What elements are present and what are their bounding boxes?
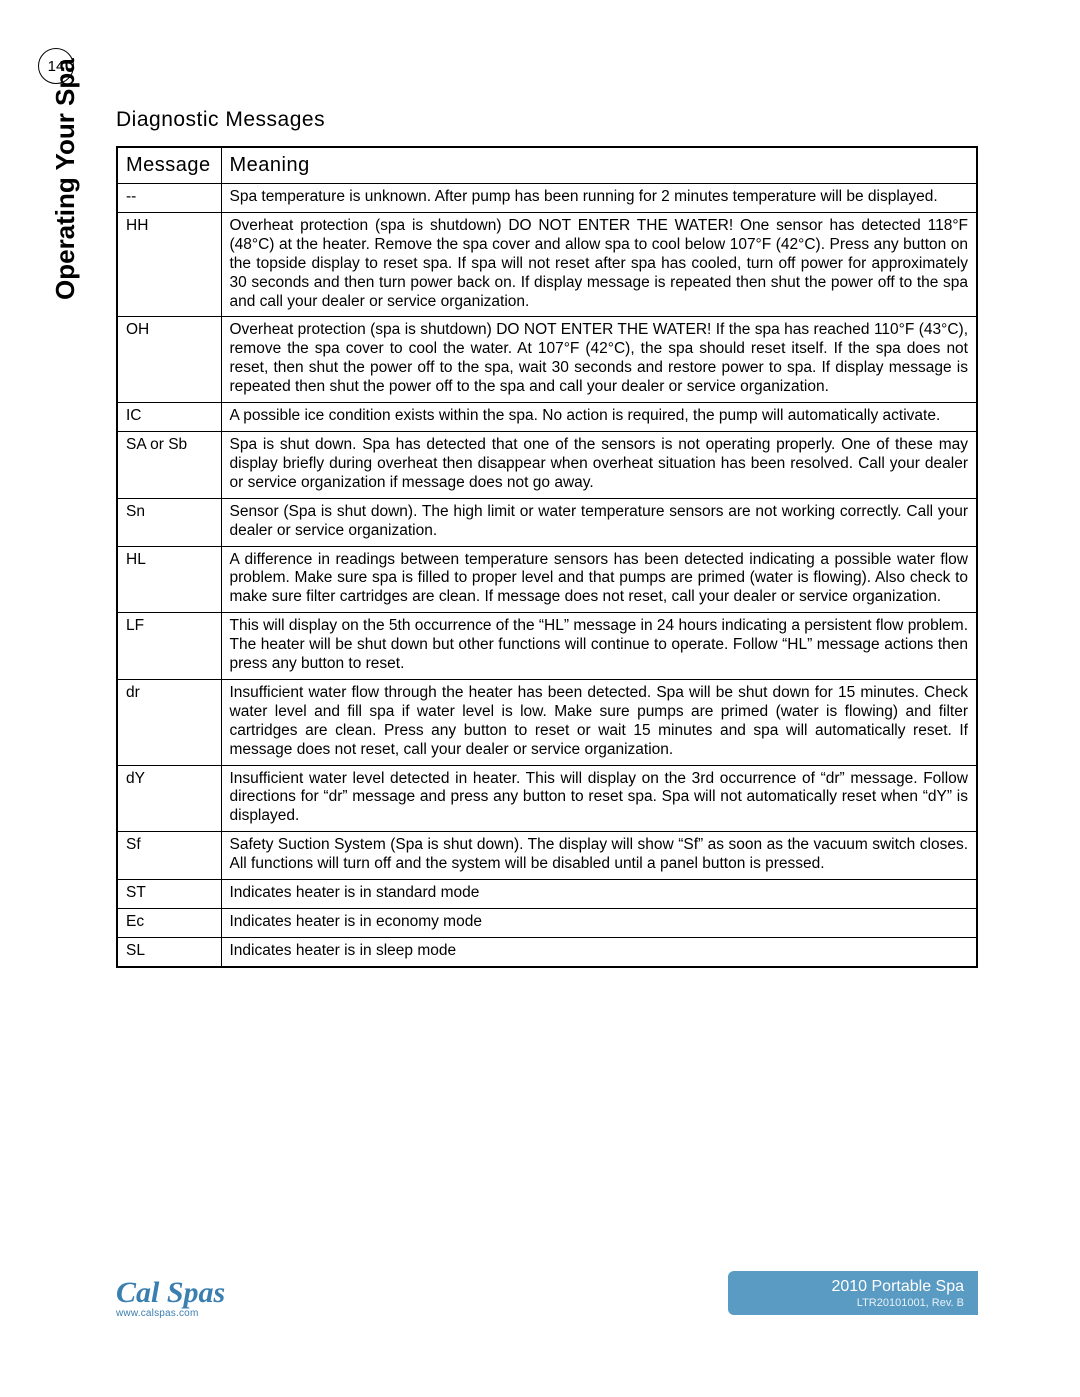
cell-message: dr [117, 679, 221, 765]
col-header-meaning: Meaning [221, 147, 977, 184]
table-row: SnSensor (Spa is shut down). The high li… [117, 498, 977, 546]
cell-meaning: This will display on the 5th occurrence … [221, 613, 977, 680]
cell-message: Ec [117, 909, 221, 938]
footer-revision: LTR20101001, Rev. B [857, 1297, 964, 1309]
table-row: STIndicates heater is in standard mode [117, 880, 977, 909]
cell-message: SA or Sb [117, 431, 221, 498]
table-row: SfSafety Suction System (Spa is shut dow… [117, 832, 977, 880]
cell-message: dY [117, 765, 221, 832]
cell-meaning: Spa temperature is unknown. After pump h… [221, 184, 977, 213]
page-footer: Cal Spas www.calspas.com 2010 Portable S… [0, 1257, 1080, 1325]
table-row: OHOverheat protection (spa is shutdown) … [117, 317, 977, 403]
footer-title: 2010 Portable Spa [831, 1278, 964, 1296]
side-section-label: Operating Your Spa [50, 58, 81, 300]
cell-message: HL [117, 546, 221, 613]
table-row: ICA possible ice condition exists within… [117, 403, 977, 432]
table-row: --Spa temperature is unknown. After pump… [117, 184, 977, 213]
main-content: Diagnostic Messages Message Meaning --Sp… [116, 108, 978, 968]
brand-url: www.calspas.com [116, 1308, 198, 1319]
cell-message: IC [117, 403, 221, 432]
cell-meaning: A difference in readings between tempera… [221, 546, 977, 613]
cell-meaning: Overheat protection (spa is shutdown) DO… [221, 212, 977, 317]
cell-meaning: Spa is shut down. Spa has detected that … [221, 431, 977, 498]
cell-message: -- [117, 184, 221, 213]
cell-meaning: Insufficient water level detected in hea… [221, 765, 977, 832]
cell-meaning: Overheat protection (spa is shutdown) DO… [221, 317, 977, 403]
table-row: dYInsufficient water level detected in h… [117, 765, 977, 832]
table-row: HLA difference in readings between tempe… [117, 546, 977, 613]
table-row: drInsufficient water flow through the he… [117, 679, 977, 765]
cell-meaning: A possible ice condition exists within t… [221, 403, 977, 432]
cell-meaning: Safety Suction System (Spa is shut down)… [221, 832, 977, 880]
cell-message: Sf [117, 832, 221, 880]
brand-logo-block: Cal Spas www.calspas.com [116, 1279, 225, 1319]
cell-message: ST [117, 880, 221, 909]
cell-meaning: Indicates heater is in sleep mode [221, 937, 977, 966]
cell-message: HH [117, 212, 221, 317]
diagnostic-table: Message Meaning --Spa temperature is unk… [116, 146, 978, 968]
cell-meaning: Sensor (Spa is shut down). The high limi… [221, 498, 977, 546]
table-row: LFThis will display on the 5th occurrenc… [117, 613, 977, 680]
footer-info-bar: 2010 Portable Spa LTR20101001, Rev. B [728, 1271, 978, 1315]
table-row: SLIndicates heater is in sleep mode [117, 937, 977, 966]
col-header-message: Message [117, 147, 221, 184]
cell-message: Sn [117, 498, 221, 546]
table-row: HHOverheat protection (spa is shutdown) … [117, 212, 977, 317]
table-row: SA or SbSpa is shut down. Spa has detect… [117, 431, 977, 498]
cell-message: LF [117, 613, 221, 680]
table-row: EcIndicates heater is in economy mode [117, 909, 977, 938]
section-title: Diagnostic Messages [116, 108, 978, 132]
table-header-row: Message Meaning [117, 147, 977, 184]
brand-logo: Cal Spas [116, 1279, 225, 1306]
cell-message: SL [117, 937, 221, 966]
cell-meaning: Indicates heater is in economy mode [221, 909, 977, 938]
cell-meaning: Indicates heater is in standard mode [221, 880, 977, 909]
cell-message: OH [117, 317, 221, 403]
cell-meaning: Insufficient water flow through the heat… [221, 679, 977, 765]
